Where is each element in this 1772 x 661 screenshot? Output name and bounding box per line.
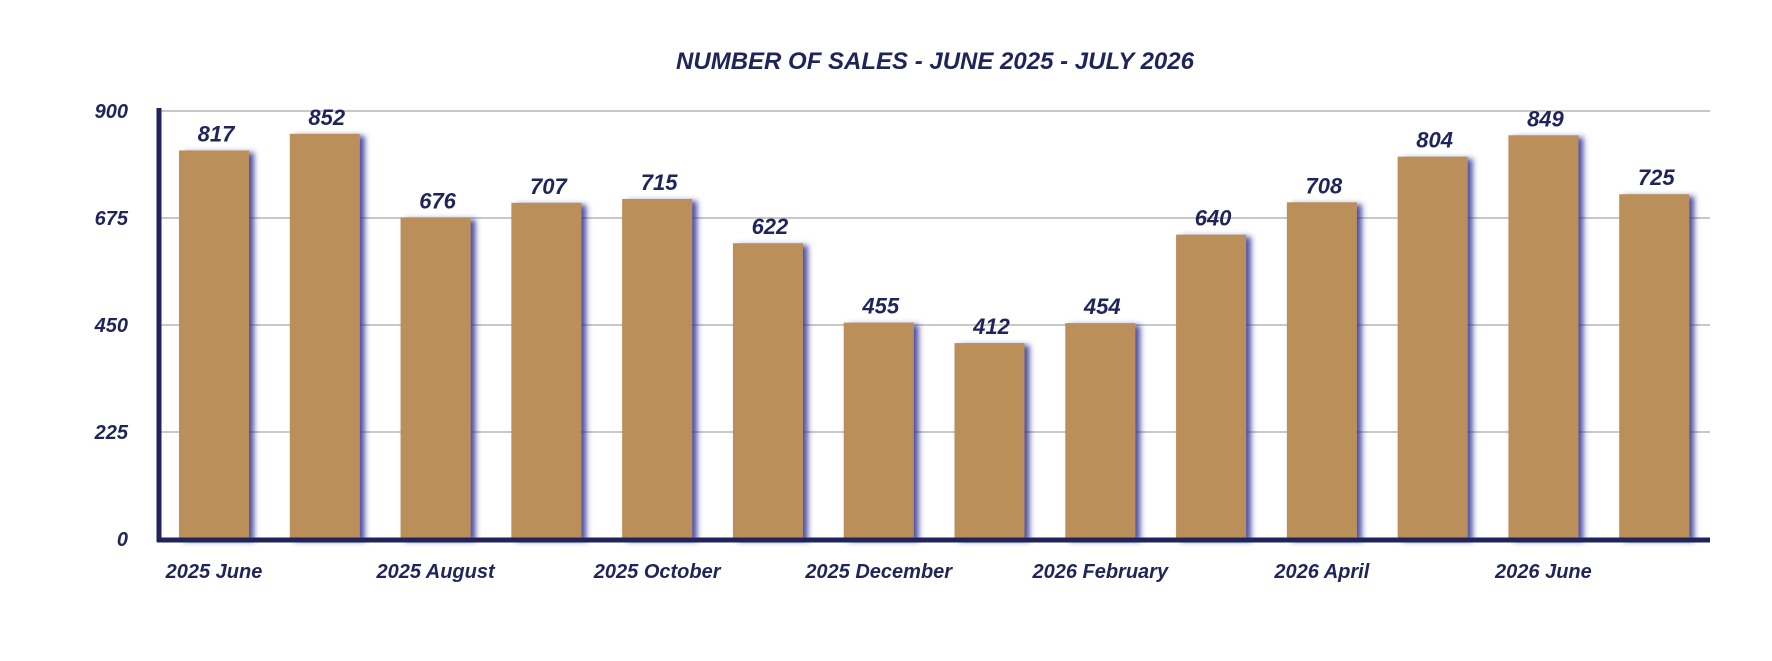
x-tick-label: 2025 October — [593, 561, 722, 583]
x-tick-label: 2026 February — [1031, 561, 1169, 583]
bar — [1508, 135, 1579, 539]
data-label: 725 — [1638, 165, 1675, 190]
bar — [1176, 234, 1247, 539]
bar — [511, 202, 582, 539]
data-label: 817 — [198, 121, 236, 146]
bars — [179, 133, 1690, 540]
y-tick-label: 225 — [94, 422, 129, 444]
data-label: 804 — [1416, 128, 1453, 153]
data-label: 454 — [1083, 294, 1121, 319]
y-tick-label: 675 — [95, 208, 129, 230]
y-tick-label: 450 — [94, 315, 128, 337]
axes — [156, 108, 1710, 543]
x-tick-label: 2026 April — [1273, 561, 1369, 583]
data-labels: 817 852 676 707 715 622 455 412 454 640 708 804 849 7… — [198, 105, 1676, 339]
y-tick-label: 0 — [117, 529, 128, 551]
data-label: 412 — [972, 314, 1010, 339]
data-label: 640 — [1195, 206, 1232, 231]
x-tick-label: 2025 December — [804, 561, 953, 583]
data-label: 715 — [641, 170, 678, 195]
data-label: 707 — [530, 174, 568, 199]
bar — [954, 343, 1025, 539]
data-label: 676 — [419, 189, 456, 214]
gridlines — [159, 110, 1710, 433]
data-label: 852 — [308, 105, 345, 130]
bar — [732, 243, 803, 539]
bar — [400, 217, 471, 539]
x-tick-label: 2026 June — [1494, 561, 1592, 583]
y-tick-label: 900 — [95, 101, 128, 123]
data-label: 849 — [1527, 106, 1564, 131]
bar — [289, 133, 360, 539]
chart-title: NUMBER OF SALES - JUNE 2025 - JULY 2026 — [676, 48, 1195, 75]
bar — [1619, 194, 1690, 539]
bar — [1065, 323, 1136, 539]
bar — [1397, 156, 1468, 540]
bar — [622, 198, 693, 539]
x-axis-labels: 2025 June 2025 August 2025 October 2025 Dec… — [165, 561, 1592, 583]
bar — [1286, 202, 1357, 539]
data-label: 455 — [861, 294, 899, 319]
bar — [179, 150, 249, 539]
y-axis-ticks: 0 225 450 675 900 — [94, 101, 129, 551]
bar — [843, 322, 914, 539]
x-tick-label: 2025 June — [165, 561, 263, 583]
data-label: 708 — [1305, 173, 1342, 198]
x-tick-label: 2025 August — [375, 561, 496, 583]
data-label: 622 — [752, 214, 789, 239]
